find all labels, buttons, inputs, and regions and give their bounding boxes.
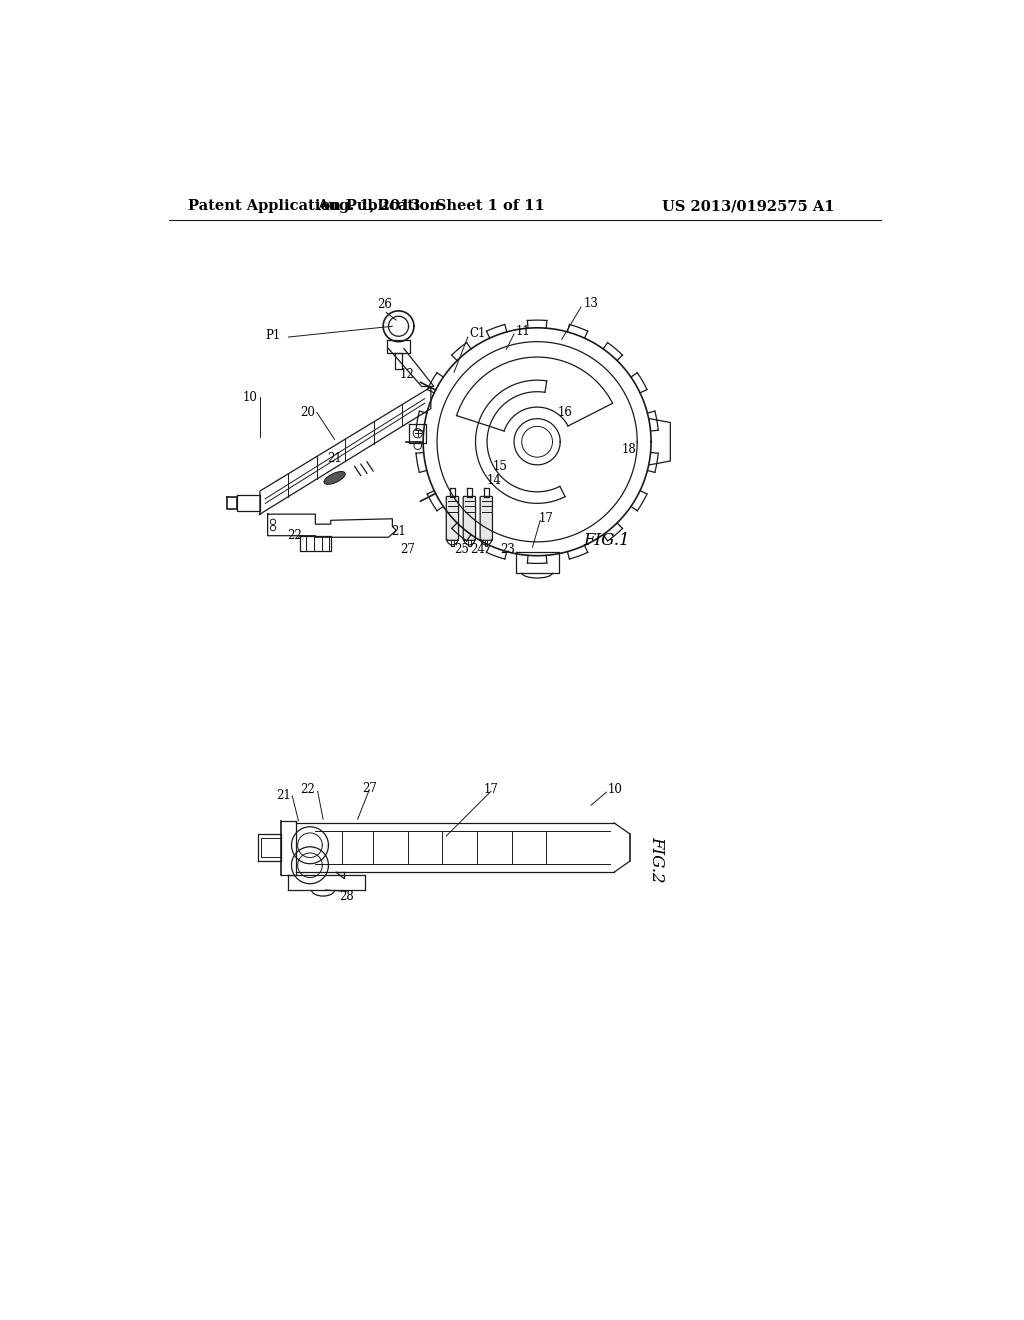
Text: P1: P1	[265, 329, 281, 342]
Text: FIG.1: FIG.1	[584, 532, 630, 549]
Text: 12: 12	[399, 367, 414, 380]
Text: 21: 21	[276, 789, 291, 803]
Text: 13: 13	[584, 297, 598, 310]
Text: C1: C1	[469, 327, 485, 341]
Text: FIG.2: FIG.2	[648, 836, 665, 882]
Text: 27: 27	[361, 781, 377, 795]
FancyBboxPatch shape	[446, 496, 459, 540]
Text: 17: 17	[539, 512, 554, 525]
Text: 26: 26	[377, 298, 392, 312]
Text: 10: 10	[243, 391, 258, 404]
Text: 24: 24	[470, 543, 484, 556]
Text: 27: 27	[400, 543, 416, 556]
Text: US 2013/0192575 A1: US 2013/0192575 A1	[662, 199, 835, 213]
Text: 23: 23	[500, 543, 515, 556]
Text: 17: 17	[483, 783, 499, 796]
Text: 21: 21	[391, 525, 406, 539]
Text: 22: 22	[287, 529, 301, 543]
Text: 20: 20	[300, 407, 315, 418]
Ellipse shape	[324, 471, 345, 484]
Text: 18: 18	[622, 444, 637, 455]
Text: 25: 25	[455, 543, 469, 556]
Text: Patent Application Publication: Patent Application Publication	[188, 199, 440, 213]
Text: 28: 28	[339, 890, 353, 903]
Text: 15: 15	[493, 459, 508, 473]
Text: 11: 11	[515, 325, 530, 338]
Text: 22: 22	[301, 783, 315, 796]
Text: 16: 16	[558, 407, 572, 418]
FancyBboxPatch shape	[463, 496, 475, 540]
Text: Aug. 1, 2013   Sheet 1 of 11: Aug. 1, 2013 Sheet 1 of 11	[317, 199, 545, 213]
Text: 21: 21	[327, 453, 342, 465]
FancyBboxPatch shape	[480, 496, 493, 540]
Text: 10: 10	[608, 783, 623, 796]
Text: 14: 14	[486, 474, 502, 487]
